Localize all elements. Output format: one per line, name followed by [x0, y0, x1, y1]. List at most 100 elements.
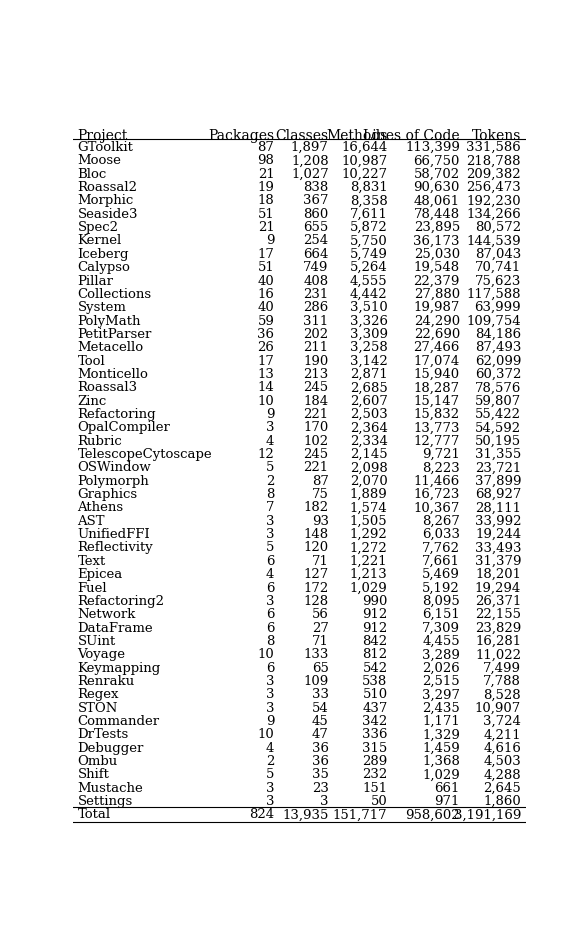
- Text: 245: 245: [304, 382, 329, 394]
- Text: 9: 9: [266, 234, 274, 247]
- Text: Debugger: Debugger: [78, 742, 144, 755]
- Text: Morphic: Morphic: [78, 195, 134, 208]
- Text: 842: 842: [363, 634, 388, 648]
- Text: System: System: [78, 301, 126, 314]
- Text: 1,208: 1,208: [291, 154, 329, 167]
- Text: Rubric: Rubric: [78, 434, 122, 447]
- Text: 6: 6: [266, 621, 274, 634]
- Text: 3,289: 3,289: [422, 649, 460, 661]
- Text: 202: 202: [304, 328, 329, 341]
- Text: 2,026: 2,026: [422, 662, 460, 675]
- Text: Project: Project: [78, 130, 128, 144]
- Text: 7,661: 7,661: [422, 555, 460, 568]
- Text: Zinc: Zinc: [78, 395, 107, 408]
- Text: 87,043: 87,043: [475, 248, 521, 260]
- Text: 4,616: 4,616: [483, 742, 521, 755]
- Text: 17: 17: [258, 354, 274, 368]
- Text: 3: 3: [266, 595, 274, 608]
- Text: 8,528: 8,528: [484, 688, 521, 701]
- Text: 6: 6: [266, 608, 274, 621]
- Text: 19,244: 19,244: [475, 528, 521, 541]
- Text: 17,074: 17,074: [413, 354, 460, 368]
- Text: 16,723: 16,723: [413, 488, 460, 501]
- Text: 1,459: 1,459: [422, 742, 460, 755]
- Text: Iceberg: Iceberg: [78, 248, 129, 260]
- Text: 9,721: 9,721: [422, 448, 460, 461]
- Text: Commander: Commander: [78, 715, 159, 728]
- Text: 221: 221: [304, 462, 329, 475]
- Text: 8,223: 8,223: [422, 462, 460, 475]
- Text: 13,935: 13,935: [282, 808, 329, 822]
- Text: 40: 40: [258, 274, 274, 288]
- Text: 120: 120: [304, 541, 329, 555]
- Text: 3,326: 3,326: [350, 315, 388, 327]
- Text: 1,272: 1,272: [350, 541, 388, 555]
- Text: 10,367: 10,367: [413, 501, 460, 514]
- Text: 812: 812: [363, 649, 388, 661]
- Text: Bloc: Bloc: [78, 167, 107, 180]
- Text: 51: 51: [258, 261, 274, 274]
- Text: Refactoring: Refactoring: [78, 408, 156, 421]
- Text: 16,644: 16,644: [341, 141, 388, 154]
- Text: 10,227: 10,227: [342, 167, 388, 180]
- Text: 8,358: 8,358: [350, 195, 388, 208]
- Text: 40: 40: [258, 301, 274, 314]
- Text: 5,872: 5,872: [350, 221, 388, 234]
- Text: 62,099: 62,099: [475, 354, 521, 368]
- Text: 1,329: 1,329: [422, 728, 460, 742]
- Text: 12,777: 12,777: [413, 434, 460, 447]
- Text: 437: 437: [362, 701, 388, 714]
- Text: 1,897: 1,897: [291, 141, 329, 154]
- Text: 19,987: 19,987: [413, 301, 460, 314]
- Text: 2,515: 2,515: [422, 675, 460, 688]
- Text: 311: 311: [304, 315, 329, 327]
- Text: 24,290: 24,290: [414, 315, 460, 327]
- Text: 172: 172: [304, 582, 329, 594]
- Text: 144,539: 144,539: [467, 234, 521, 247]
- Text: Spec2: Spec2: [78, 221, 119, 234]
- Text: 232: 232: [362, 768, 388, 781]
- Text: Shift: Shift: [78, 768, 109, 781]
- Text: 538: 538: [362, 675, 388, 688]
- Text: 3,191,169: 3,191,169: [454, 808, 521, 822]
- Text: 113,399: 113,399: [405, 141, 460, 154]
- Text: 3: 3: [266, 675, 274, 688]
- Text: 50,195: 50,195: [475, 434, 521, 447]
- Text: 35: 35: [312, 768, 329, 781]
- Text: 9: 9: [266, 408, 274, 421]
- Text: 27: 27: [312, 621, 329, 634]
- Text: TelescopeCytoscape: TelescopeCytoscape: [78, 448, 212, 461]
- Text: 102: 102: [304, 434, 329, 447]
- Text: 22,690: 22,690: [413, 328, 460, 341]
- Text: 510: 510: [363, 688, 388, 701]
- Text: 13: 13: [258, 368, 274, 381]
- Text: 4: 4: [266, 434, 274, 447]
- Text: 12: 12: [258, 448, 274, 461]
- Text: SUint: SUint: [78, 634, 116, 648]
- Text: 36: 36: [312, 742, 329, 755]
- Text: 75,623: 75,623: [475, 274, 521, 288]
- Text: Ombu: Ombu: [78, 755, 118, 768]
- Text: Calypso: Calypso: [78, 261, 130, 274]
- Text: 151,717: 151,717: [333, 808, 388, 822]
- Text: 7: 7: [266, 501, 274, 514]
- Text: Keymapping: Keymapping: [78, 662, 161, 675]
- Text: 16,281: 16,281: [475, 634, 521, 648]
- Text: 7,762: 7,762: [422, 541, 460, 555]
- Text: 211: 211: [304, 341, 329, 354]
- Text: 971: 971: [434, 795, 460, 808]
- Text: 7,788: 7,788: [483, 675, 521, 688]
- Text: 1,574: 1,574: [350, 501, 388, 514]
- Text: 31,379: 31,379: [475, 555, 521, 568]
- Text: 1,860: 1,860: [484, 795, 521, 808]
- Text: 19,548: 19,548: [414, 261, 460, 274]
- Text: 5: 5: [266, 462, 274, 475]
- Text: 11,466: 11,466: [413, 475, 460, 488]
- Text: 22,155: 22,155: [475, 608, 521, 621]
- Text: Seaside3: Seaside3: [78, 208, 138, 221]
- Text: 664: 664: [303, 248, 329, 260]
- Text: 55,422: 55,422: [475, 408, 521, 421]
- Text: Classes: Classes: [276, 130, 329, 144]
- Text: 254: 254: [304, 234, 329, 247]
- Text: 3: 3: [266, 795, 274, 808]
